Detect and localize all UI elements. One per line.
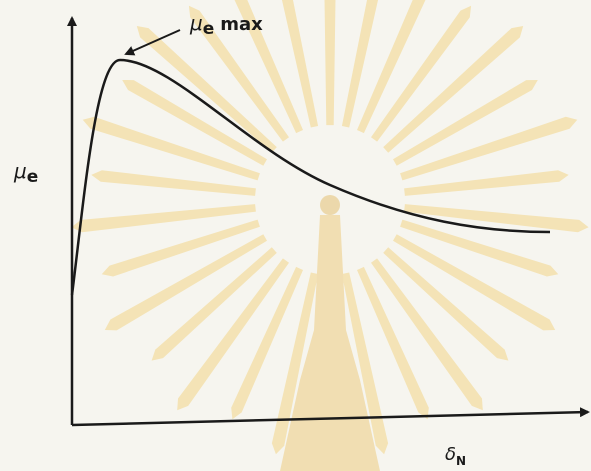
symbol: μ (189, 11, 203, 35)
watermark-ray (277, 0, 319, 128)
watermark-ray (342, 0, 384, 128)
symbol: δ (445, 444, 456, 465)
watermark-ray (404, 170, 569, 196)
watermark-ray (71, 204, 256, 232)
symbol: μ (13, 159, 27, 183)
subscript: e (203, 19, 215, 39)
watermark (71, 0, 588, 471)
page: {"annotation": {"symbol": "μ", "subscrip… (0, 0, 591, 471)
suffix: max (220, 14, 263, 35)
watermark-ray (324, 0, 336, 125)
subscript: e (27, 167, 39, 187)
watermark-ray (91, 170, 256, 196)
y-axis-label: μe (13, 159, 38, 187)
subscript: N (456, 454, 466, 468)
diagram: μemax μe δN (0, 0, 591, 471)
x-axis-label: δN (445, 444, 466, 468)
watermark-ray (102, 220, 260, 277)
watermark-orb (320, 195, 340, 215)
